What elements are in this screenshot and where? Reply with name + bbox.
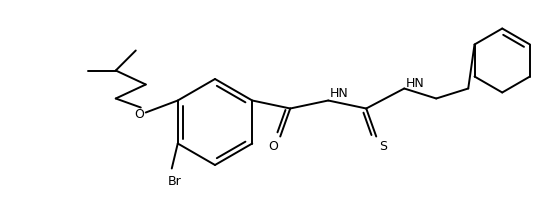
Text: O: O bbox=[134, 108, 144, 121]
Text: HN: HN bbox=[406, 77, 425, 90]
Text: Br: Br bbox=[168, 175, 181, 188]
Text: O: O bbox=[268, 140, 278, 153]
Text: HN: HN bbox=[330, 87, 349, 100]
Text: S: S bbox=[379, 140, 387, 153]
